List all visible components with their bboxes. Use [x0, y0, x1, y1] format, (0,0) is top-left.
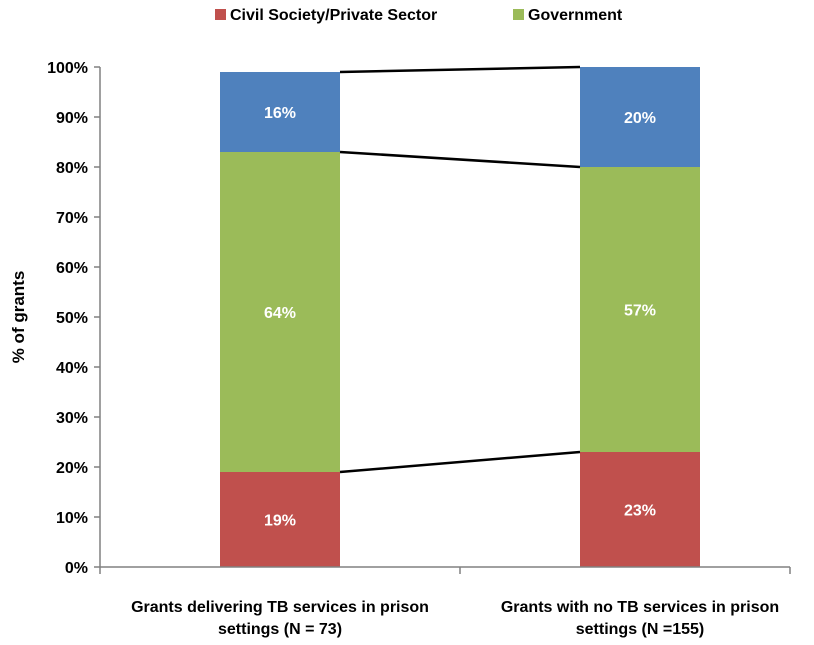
x-category-label: settings (N = 73): [218, 621, 342, 638]
y-tick-label: 70%: [56, 210, 88, 227]
bar-segment: [580, 452, 700, 567]
connector-line: [339, 65, 581, 74]
y-tick-label: 0%: [65, 560, 88, 577]
legend-label: Civil Society/Private Sector: [230, 7, 437, 24]
y-tick-label: 10%: [56, 510, 88, 527]
data-label: 23%: [624, 503, 656, 520]
y-axis-title: % of grants: [9, 271, 28, 364]
bar-segment: [580, 167, 700, 452]
x-category-label: Grants delivering TB services in prison: [131, 599, 429, 616]
y-tick-label: 30%: [56, 410, 88, 427]
bar-segment: [220, 472, 340, 567]
legend-swatch: [513, 9, 524, 20]
bar-segment: [220, 72, 340, 152]
connector-line: [339, 450, 581, 474]
y-tick-label: 80%: [56, 160, 88, 177]
y-tick-label: 90%: [56, 110, 88, 127]
data-label: 64%: [264, 305, 296, 322]
x-category-label: Grants with no TB services in prison: [501, 599, 779, 616]
data-label: 57%: [624, 303, 656, 320]
y-tick-label: 40%: [56, 360, 88, 377]
connector-lines: [339, 65, 581, 474]
bar-segment: [220, 152, 340, 472]
data-label: 19%: [264, 513, 296, 530]
legend-label: Government: [528, 7, 623, 24]
legend-swatch: [215, 9, 226, 20]
y-tick-label: 20%: [56, 460, 88, 477]
x-axis: Grants delivering TB services in prison s…: [99, 566, 791, 638]
connector-line: [339, 150, 581, 169]
y-axis: 0% 10% 20% 30% 40% 50% 60% 70% 80% 90% 100%: [47, 60, 101, 577]
data-label: 16%: [264, 105, 296, 122]
bar-segment: [580, 67, 700, 167]
y-tick-label: 60%: [56, 260, 88, 277]
y-tick-label: 100%: [47, 60, 88, 77]
bars: 19% 64% 16% 23% 57% 20%: [220, 67, 700, 567]
y-tick-label: 50%: [56, 310, 88, 327]
x-category-label: settings (N =155): [576, 621, 704, 638]
legend: Civil Society/Private Sector Government: [215, 7, 623, 24]
data-label: 20%: [624, 110, 656, 127]
